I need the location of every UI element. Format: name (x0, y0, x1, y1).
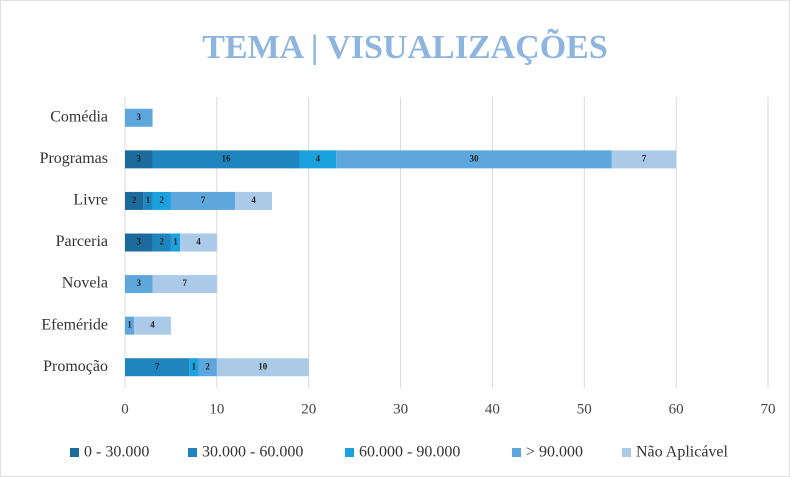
data-label: 1 (192, 361, 197, 371)
data-label: 1 (173, 237, 178, 247)
legend-swatch (188, 448, 197, 457)
data-label: 4 (251, 195, 256, 205)
data-label: 30 (470, 153, 480, 163)
legend-label: 60.000 - 90.000 (359, 444, 460, 461)
y-tick-label: Novela (62, 275, 108, 292)
x-tick-label: 70 (761, 401, 776, 417)
bar-segment (189, 358, 199, 377)
x-tick-label: 50 (577, 401, 592, 417)
bar-segment (125, 233, 153, 252)
x-tick-label: 0 (121, 401, 129, 417)
legend-label: 0 - 30.000 (84, 444, 149, 461)
y-tick-label: Comédia (50, 108, 108, 125)
bar-segment (152, 150, 300, 169)
data-label: 10 (258, 361, 268, 371)
bar-segment (170, 233, 181, 252)
legend-swatch (70, 448, 79, 457)
bar-segment (134, 316, 171, 335)
y-tick-label: Programas (40, 150, 108, 167)
x-tick-label: 30 (393, 401, 408, 417)
bar-segment (170, 191, 236, 210)
data-label: 1 (127, 320, 132, 330)
data-label: 7 (642, 153, 647, 163)
data-label: 4 (316, 153, 321, 163)
data-label: 3 (137, 112, 142, 122)
data-label: 4 (150, 320, 155, 330)
data-label: 7 (182, 278, 187, 288)
data-label: 2 (205, 361, 210, 371)
y-tick-label: Promoção (43, 358, 108, 375)
bar-segment (152, 275, 217, 294)
data-label: 2 (159, 237, 164, 247)
x-tick-label: 60 (669, 401, 684, 417)
bar-segment (216, 358, 309, 377)
legend-label: 30.000 - 60.000 (202, 444, 303, 461)
data-label: 3 (137, 278, 142, 288)
bar-segment (125, 316, 135, 335)
data-label: 2 (159, 195, 164, 205)
data-label: 3 (137, 153, 142, 163)
bar-segment (299, 150, 337, 169)
data-label: 16 (222, 153, 232, 163)
bar-segment (180, 233, 217, 252)
bar-segment (198, 358, 217, 377)
bar-segment (125, 358, 190, 377)
data-label: 4 (196, 237, 201, 247)
y-tick-label: Parceria (56, 233, 108, 250)
bar-segment (152, 233, 171, 252)
x-tick-label: 10 (209, 401, 224, 417)
legend-label: Não Aplicável (636, 444, 729, 461)
legend-label: > 90.000 (526, 444, 583, 461)
bar-segment (143, 191, 153, 210)
legend-swatch (345, 448, 354, 457)
bar-segment (235, 191, 272, 210)
data-label: 3 (137, 237, 142, 247)
bar-segment (125, 108, 153, 127)
legend-swatch (512, 448, 521, 457)
bar-segment (125, 150, 153, 169)
data-label: 7 (201, 195, 206, 205)
data-label: 2 (132, 195, 137, 205)
x-tick-label: 40 (485, 401, 500, 417)
bar-segment (336, 150, 612, 169)
bar-segment (611, 150, 677, 169)
bar-segment (125, 191, 144, 210)
legend-swatch (622, 448, 631, 457)
data-label: 1 (146, 195, 151, 205)
bar-segment (125, 275, 153, 294)
data-label: 7 (155, 361, 160, 371)
y-tick-label: Efeméride (41, 316, 108, 333)
x-tick-label: 20 (301, 401, 316, 417)
chart-title: TEMA | VISUALIZAÇÕES (202, 28, 608, 66)
y-tick-label: Livre (73, 192, 108, 209)
bar-segment (152, 191, 171, 210)
